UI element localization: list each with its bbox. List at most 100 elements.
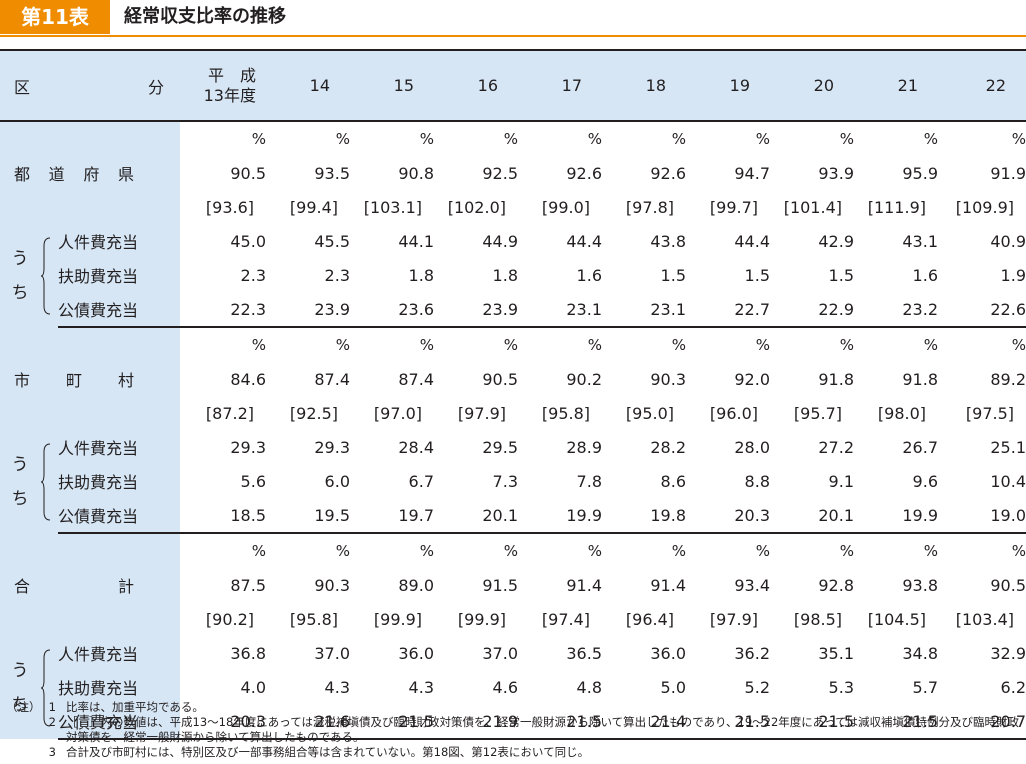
sub-value-cell: 1.5 <box>828 265 854 285</box>
unit-cell: % <box>1011 542 1026 560</box>
bracket-cell: [95.7] <box>793 403 842 423</box>
note-number: 2 <box>48 715 56 729</box>
brace-icon <box>40 649 51 726</box>
table-row: 扶助費充当 4.0 4.3 4.3 4.6 4.8 5.0 5.2 5.3 5.7 6.2 <box>0 670 1026 704</box>
sub-value-cell: 1.9 <box>1000 265 1026 285</box>
unit-cell: % <box>419 542 434 560</box>
sub-value-cell: 23.1 <box>602 292 686 328</box>
unit-cell: % <box>251 130 266 148</box>
table-row: 合計 87.5 90.3 89.0 91.5 91.4 91.4 93.4 92.8 93.8 90… <box>0 568 1026 602</box>
sub-value-cell: 9.6 <box>912 471 938 491</box>
row-label-blank <box>0 396 180 430</box>
ratio-cell: 90.2 <box>566 369 602 389</box>
ratio-cell: 92.5 <box>482 163 518 183</box>
sub-value-cell: 45.5 <box>314 231 350 251</box>
bracket-cell: [96.0] <box>709 403 758 423</box>
uchi-label: うち <box>0 430 58 533</box>
ratio-cell: 87.4 <box>314 369 350 389</box>
sub-value-cell: 1.6 <box>576 265 602 285</box>
uchi-char: ち <box>11 282 29 303</box>
uchi-char: ち <box>11 694 29 715</box>
sub-label: 人件費充当 <box>58 430 180 464</box>
header-year: 18 <box>602 49 686 122</box>
sub-value-cell: 6.7 <box>408 471 434 491</box>
uchi-label: うち <box>0 224 58 327</box>
unit-row: %%%%%%%%%% <box>0 327 1026 362</box>
row-label-char: 県 <box>117 165 134 184</box>
table-row: 公債費充当 20.3 21.6 21.5 21.9 21.5 21.4 21.5 21.5 21.… <box>0 704 1026 740</box>
sub-value-cell: 44.1 <box>398 231 434 251</box>
sub-value-cell: 4.0 <box>240 677 266 697</box>
brace-icon <box>40 443 51 520</box>
sub-value-cell: 26.7 <box>902 437 938 457</box>
sub-value-cell: 25.1 <box>990 437 1026 457</box>
unit-cell: % <box>335 542 350 560</box>
ratio-cell: 92.0 <box>734 369 770 389</box>
sub-value-cell: 10.4 <box>990 471 1026 491</box>
table-row: [93.6] [99.4] [103.1] [102.0] [99.0] [97.8] [9… <box>0 190 1026 224</box>
sub-value-cell: 37.0 <box>482 643 518 663</box>
sub-value-cell: 45.0 <box>230 231 266 251</box>
unit-cell: % <box>839 542 854 560</box>
table-row: 市 町 村 84.6 87.4 87.4 90.5 90.2 90.3 92.0 91.8 91.8 8… <box>0 362 1026 396</box>
ratio-cell: 91.8 <box>902 369 938 389</box>
uchi-char: う <box>11 454 29 475</box>
unit-cell: % <box>335 336 350 354</box>
bracket-cell: [99.9] <box>373 609 422 629</box>
unit-cell: % <box>923 336 938 354</box>
ratio-cell: 90.8 <box>398 163 434 183</box>
ratio-cell: 90.3 <box>314 575 350 595</box>
unit-cell: % <box>1011 336 1026 354</box>
sub-value-cell: 28.0 <box>734 437 770 457</box>
table-title: 経常収支比率の推移 <box>124 6 286 27</box>
note-tag: （注） <box>6 700 41 714</box>
sub-value-cell: 23.6 <box>350 292 434 328</box>
sub-value-cell: 1.8 <box>492 265 518 285</box>
sub-value-cell: 36.8 <box>230 643 266 663</box>
ratio-cell: 93.8 <box>902 575 938 595</box>
sub-value-cell: 22.3 <box>180 292 266 328</box>
sub-value-cell: 8.8 <box>744 471 770 491</box>
sub-value-cell: 2.3 <box>240 265 266 285</box>
ratio-table: 区 分 平 成 13年度 14 15 16 17 18 19 20 21 22 %%%%%%%%… <box>0 49 1026 740</box>
sub-value-cell: 20.3 <box>686 498 770 534</box>
ratio-cell: 89.0 <box>398 575 434 595</box>
sub-label: 公債費充当 <box>58 292 180 328</box>
ratio-cell: 93.5 <box>314 163 350 183</box>
row-label-blank <box>0 327 180 362</box>
brace <box>40 648 52 728</box>
unit-cell: % <box>755 336 770 354</box>
ratio-cell: 84.6 <box>230 369 266 389</box>
row-label-chars: 合計 <box>0 573 180 597</box>
unit-cell: % <box>671 130 686 148</box>
sub-value-cell: 21.4 <box>602 704 686 740</box>
title-bar: 第11表 経常収支比率の推移 <box>0 0 1026 38</box>
header-year: 19 <box>686 49 770 122</box>
uchi-chars: うち <box>0 448 40 516</box>
sub-label: 人件費充当 <box>58 224 180 258</box>
sub-value-cell: 19.0 <box>938 498 1026 534</box>
sub-value-cell: 19.9 <box>854 498 938 534</box>
sub-value-cell: 44.4 <box>566 231 602 251</box>
sub-label: 人件費充当 <box>58 636 180 670</box>
bracket-cell: [99.9] <box>457 609 506 629</box>
sub-value-cell: 36.0 <box>398 643 434 663</box>
sub-value-cell: 19.5 <box>266 498 350 534</box>
uchi-char: ち <box>11 488 29 509</box>
ratio-cell: 93.9 <box>818 163 854 183</box>
bracket-cell: [104.5] <box>867 609 926 629</box>
sub-value-cell: 23.1 <box>518 292 602 328</box>
note-item: （注） 1 比率は、加重平均である。 <box>6 700 1024 715</box>
sub-value-cell: 22.9 <box>770 292 854 328</box>
note-item: 3 合計及び市町村には、特別区及び一部事務組合等は含まれていない。第18図、第1… <box>6 745 1024 760</box>
ratio-cell: 95.9 <box>902 163 938 183</box>
row-label-char: 都 <box>14 165 31 184</box>
sub-value-cell: 29.3 <box>230 437 266 457</box>
ratio-cell: 93.4 <box>734 575 770 595</box>
bracket-cell: [87.2] <box>205 403 254 423</box>
unit-row: %%%%%%%%%% <box>0 533 1026 568</box>
sub-value-cell: 1.5 <box>660 265 686 285</box>
uchi-label: うち <box>0 636 58 739</box>
sub-label: 扶助費充当 <box>58 670 180 704</box>
uchi-chars: うち <box>0 242 40 310</box>
